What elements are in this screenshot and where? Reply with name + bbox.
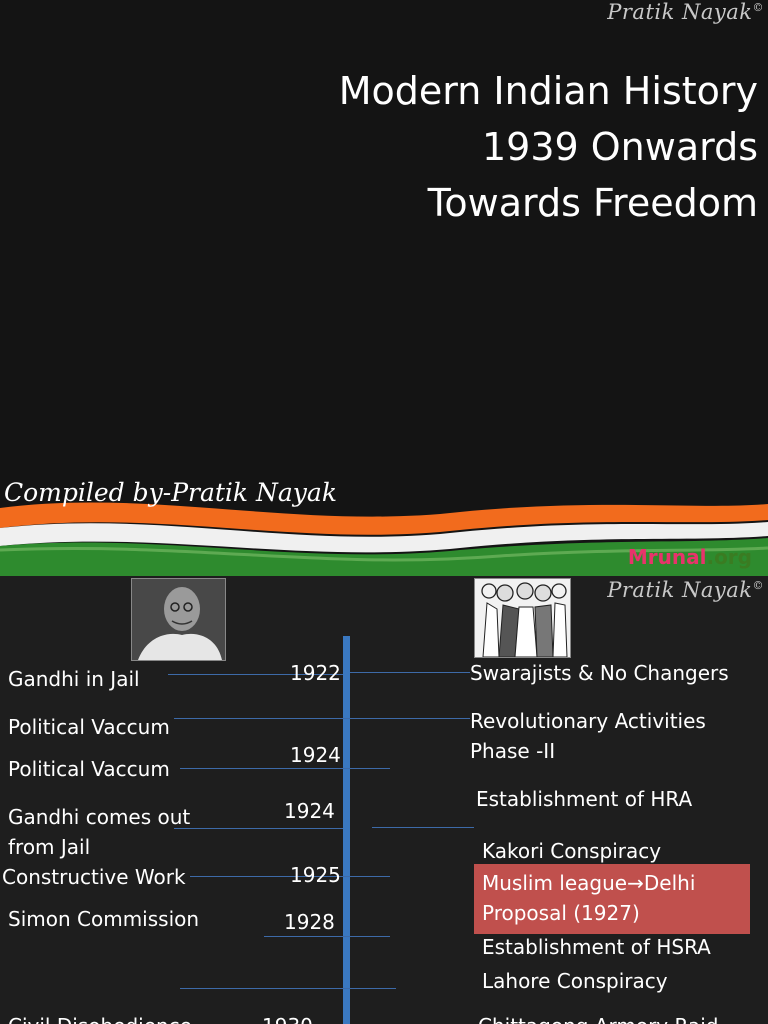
connector-line [174, 718, 470, 719]
connector-line [168, 674, 343, 675]
year-label: 1925 [290, 863, 341, 887]
event-establishment-hsra: Establishment of HSRA [482, 935, 711, 959]
year-label: 1930 [262, 1014, 313, 1024]
connector-line [180, 768, 390, 769]
connector-line [264, 936, 390, 937]
title-slide: Pratik Nayak© Modern Indian History 1939… [0, 0, 768, 576]
event-from-jail: from Jail [8, 835, 91, 859]
event-chittagong-raid: Chittagong Armory Raid [478, 1014, 718, 1024]
title-line-3: Towards Freedom [427, 181, 758, 225]
event-simon-commission: Simon Commission [8, 907, 200, 931]
event-establishment-hra: Establishment of HRA [476, 787, 693, 811]
connector-line [174, 828, 343, 829]
gandhi-photo [131, 578, 226, 661]
year-label: 1924 [290, 743, 341, 767]
brand-logo: Mrunal.org [627, 545, 752, 569]
arrow-icon: → [627, 871, 644, 895]
event-political-vaccum: Political Vaccum [8, 715, 170, 739]
timeline-axis [343, 636, 350, 1024]
event-gandhi-in-jail: Gandhi in Jail [8, 667, 140, 691]
highlight-box-delhi-proposal: Muslim league→Delhi Proposal (1927) [474, 864, 750, 934]
watermark: Pratik Nayak© [607, 578, 764, 602]
event-phase-ii: Phase -II [470, 739, 556, 763]
connector-line [190, 876, 390, 877]
connector-line [180, 988, 396, 989]
year-label: 1928 [284, 910, 335, 934]
year-label: 1924 [284, 799, 335, 823]
year-label: 1922 [290, 661, 341, 685]
timeline-slide: Pratik Nayak© Gandhi in Jail Political V… [0, 576, 768, 1024]
compiled-by-signature: Compiled by-Pratik Nayak [4, 478, 337, 507]
title-line-2: 1939 Onwards [481, 125, 758, 169]
connector-line [372, 827, 474, 828]
event-civil-disobedience: Civil Disobedience [8, 1014, 192, 1024]
title-line-1: Modern Indian History [338, 69, 758, 113]
event-kakori-conspiracy: Kakori Conspiracy [482, 839, 662, 863]
event-lahore-conspiracy: Lahore Conspiracy [482, 969, 668, 993]
watermark: Pratik Nayak© [607, 0, 764, 24]
event-gandhi-comes-out: Gandhi comes out [8, 805, 191, 829]
swarajists-cartoon [474, 578, 571, 658]
event-political-vaccum: Political Vaccum [8, 757, 170, 781]
event-swarajists: Swarajists & No Changers [470, 661, 729, 685]
event-revolutionary-activities: Revolutionary Activities [470, 709, 706, 733]
connector-line [350, 672, 470, 673]
event-constructive-work: Constructive Work [2, 865, 186, 889]
tricolor-wave-graphic [0, 502, 768, 576]
